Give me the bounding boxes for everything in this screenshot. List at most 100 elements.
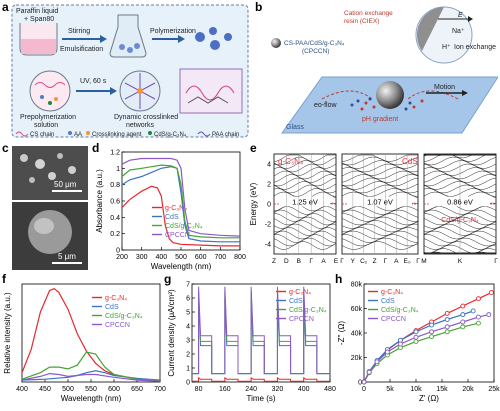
band-gap-label: 1.07 eV — [367, 198, 393, 207]
conduction-band — [273, 184, 337, 194]
x-tick-label: 25k — [488, 386, 500, 393]
legend-entry: CdS/g-C₃N₄ — [289, 307, 327, 314]
x-tick-label: 700 — [214, 254, 226, 261]
x-tick-label: 600 — [195, 254, 207, 261]
beaker-label-1: Paraffin liquid — [16, 8, 58, 15]
data-point-3 — [429, 329, 435, 335]
legend-entry: CdS — [165, 214, 179, 221]
conduction-band — [341, 174, 419, 183]
conduction-band — [341, 160, 419, 169]
series-line-2 — [121, 164, 240, 239]
series-line-2 — [363, 322, 479, 383]
pl-chart: 400 450 500 550 600 650 700 Wavelength (nm) Rela… — [3, 283, 166, 403]
data-point-3 — [413, 334, 419, 340]
y-axis-label: Energy (eV) — [250, 182, 258, 225]
x-tick-label: 400 — [298, 386, 310, 393]
y-tick-label: 0 — [267, 202, 271, 209]
step-emulsification: Emulsification — [60, 46, 103, 53]
step-stirring: Stirring — [68, 28, 90, 35]
conduction-band — [273, 170, 337, 180]
legend-entry: CdS/g-C₃N₄ — [165, 223, 203, 230]
legend-a: CS chain AA Crosslinking agent CdS/g-C₃N… — [15, 131, 239, 138]
y-tick-label: 0.2 — [110, 231, 120, 238]
polymer-zoom-icon — [179, 68, 243, 114]
plot-title: g-C₃N₄ — [278, 157, 303, 166]
valence-band — [273, 241, 337, 250]
y-tick-label: 4 — [267, 162, 271, 169]
y-tick-label: 0 — [186, 380, 190, 387]
y-tick-label: 5 — [186, 310, 190, 317]
motion-label: Motion — [434, 84, 455, 91]
prepolymer-icon — [29, 70, 71, 112]
x-tick-label: 500 — [175, 254, 187, 261]
y-tick-label: -2 — [265, 222, 271, 229]
sem-image-top: 50 μm — [12, 146, 88, 200]
y-tick-label: 40k — [351, 331, 363, 338]
eo-flow-arrow — [407, 90, 459, 100]
panel-h-letter: h — [335, 272, 343, 286]
legend-entry: CdS — [381, 298, 395, 305]
legend-entry: CdS — [289, 298, 303, 305]
y-axis-label: Current density (μA/cm²) — [167, 289, 176, 377]
data-point-3 — [366, 369, 372, 375]
valence-band — [273, 237, 337, 247]
data-point-2 — [413, 339, 419, 345]
legend-entry: g-C₃N₄ — [289, 289, 311, 296]
series-line-3 — [192, 286, 330, 375]
conduction-band — [341, 181, 419, 190]
x-tick-label: 10k — [410, 386, 422, 393]
conduction-band — [273, 154, 336, 162]
valence-band — [341, 227, 419, 236]
panel-a-letter: a — [2, 0, 9, 14]
y-tick-label: 7 — [186, 282, 190, 289]
panel-b-schematic: Glass eo-flow pH gradient Motion CS-PAA/… — [262, 3, 498, 139]
e-field-label: E — [458, 12, 463, 19]
data-point-1 — [413, 329, 419, 335]
conduction-band — [341, 156, 419, 166]
ciex-label-1: Cation exchange — [344, 10, 393, 17]
band-gap-label: 1.25 eV — [292, 198, 318, 207]
series-line-3 — [121, 157, 241, 237]
legend-cs: CS chain — [30, 132, 54, 138]
absorbance-chart: 200 300 400 500 600 700 800 0 0.2 0.4 0.6 0.8 1 1.2 Wa… — [95, 150, 246, 272]
legend-entry: CPCCN — [105, 322, 130, 329]
valence-band — [273, 227, 337, 236]
x-axis-label: Wavelength (nm) — [61, 394, 122, 403]
y-axis-label: Absorbance (a.u.) — [95, 169, 104, 233]
legend-entry: CdS/g-C₃N₄ — [381, 307, 419, 314]
data-point-3 — [384, 349, 390, 355]
y-tick-label: 1 — [116, 166, 120, 173]
x-tick-label: 650 — [131, 386, 143, 393]
sem-image-bottom: 5 μm — [12, 202, 88, 270]
y-tick-label: 60k — [351, 306, 363, 313]
conduction-band — [273, 177, 337, 187]
k-point-label: M — [421, 258, 426, 265]
microsphere-icon — [195, 27, 232, 50]
cpccn-icon — [271, 38, 281, 48]
x-tick-label: 500 — [62, 386, 74, 393]
y-tick-label: -4 — [265, 242, 271, 249]
valence-band — [341, 213, 419, 222]
ciex-label-2: resin (CIEX) — [344, 18, 379, 25]
y-tick-label: 1 — [186, 366, 190, 373]
legend-entry: CPCCN — [289, 316, 314, 323]
valence-band — [341, 206, 419, 215]
conduction-band — [273, 163, 337, 173]
x-tick-label: 300 — [136, 254, 148, 261]
x-tick-label: 240 — [245, 386, 257, 393]
x-axis-label: Time (s) — [246, 394, 275, 403]
valence-band — [341, 237, 419, 247]
legend-entry: CdS/g-C₃N₄ — [105, 313, 143, 320]
data-point-0 — [475, 296, 481, 302]
gap-label-bg — [348, 196, 412, 207]
series-line-2 — [21, 351, 161, 381]
ph-gradient-label: pH gradient — [362, 116, 398, 123]
y-tick-label: 2 — [186, 352, 190, 359]
k-point-label: C₂ — [360, 258, 368, 265]
eo-flow-label: eo-flow — [314, 102, 338, 109]
y-tick-label: 0 — [358, 380, 362, 387]
x-tick-label: 800 — [234, 254, 246, 261]
k-point-label: D — [284, 258, 289, 265]
network-icon — [119, 70, 161, 112]
k-point-label: Γ — [340, 258, 344, 265]
